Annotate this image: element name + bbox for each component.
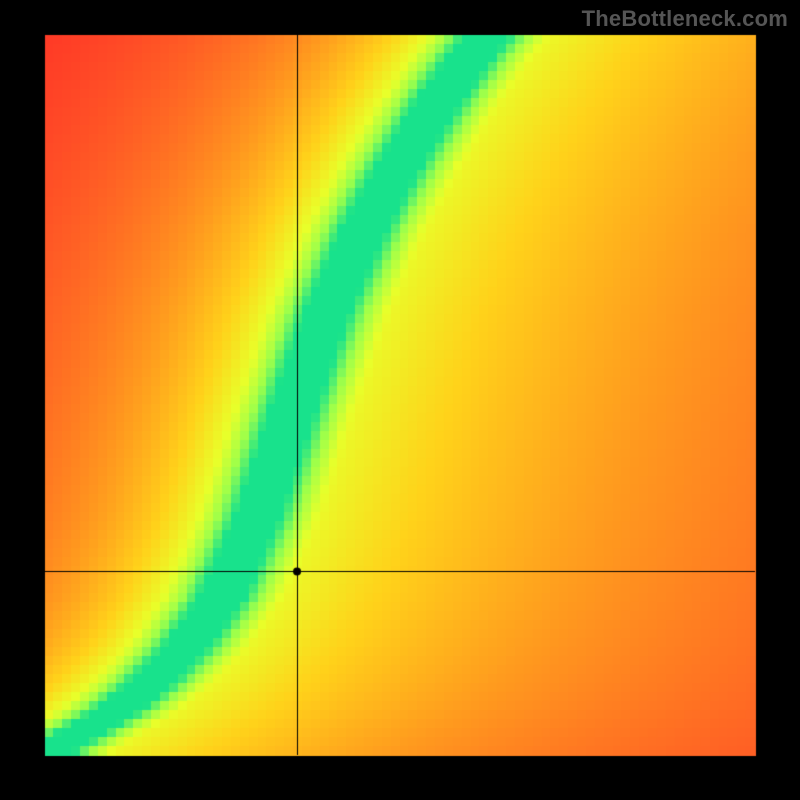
watermark: TheBottleneck.com <box>582 6 788 32</box>
heatmap-canvas <box>0 0 800 800</box>
